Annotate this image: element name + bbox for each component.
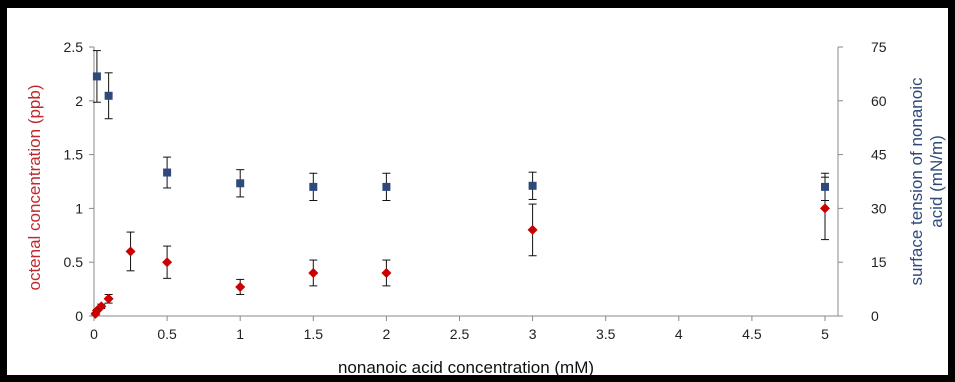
x-tick-label: 2: [383, 326, 391, 342]
series-surface-tension: [92, 50, 829, 202]
x-tick-label: 3.5: [596, 326, 616, 342]
y-right-tick-label: 30: [871, 200, 887, 216]
surface-tension-point: [382, 182, 391, 191]
y-right-ticks: 0 15 30 45 60 75: [838, 39, 887, 324]
x-tick-label: 1: [236, 326, 244, 342]
x-tick-label: 0.5: [157, 326, 177, 342]
octenal-point: [527, 224, 538, 235]
x-tick-label: 4.5: [742, 326, 762, 342]
octenal-point: [162, 257, 173, 268]
octenal-point: [820, 203, 830, 214]
surface-tension-point: [821, 182, 829, 191]
x-tick-label: 5: [821, 326, 829, 342]
octenal-point: [103, 293, 114, 304]
y-right-tick-label: 75: [871, 39, 887, 55]
x-tick-label: 0: [90, 326, 98, 342]
y-right-tick-label: 15: [871, 254, 887, 270]
x-tick-label: 4: [675, 326, 683, 342]
octenal-point: [308, 267, 319, 278]
y-left-axis-label: octenal concentration (ppb): [25, 84, 44, 290]
y-left-tick-label: 0.5: [64, 254, 84, 270]
y-right-tick-label: 45: [871, 147, 887, 163]
surface-tension-point: [309, 182, 318, 191]
octenal-point: [96, 301, 107, 312]
octenal-point: [125, 246, 136, 257]
y-left-ticks: 0 0.5 1 1.5 2 2.5: [64, 39, 94, 324]
x-tick-label: 1.5: [304, 326, 324, 342]
y-right-tick-label: 60: [871, 93, 887, 109]
surface-tension-point: [104, 91, 113, 100]
axes: [93, 47, 839, 317]
y-right-tick-label: 0: [871, 308, 879, 324]
y-left-tick-label: 0: [75, 308, 83, 324]
y-right-axis-label-line2: acid (mN/m): [927, 135, 946, 228]
y-left-tick-label: 1.5: [64, 147, 84, 163]
y-right-axis-label-line1: surface tension of nonanoic: [907, 77, 926, 285]
x-axis-label: nonanoic acid concentration (mM): [338, 358, 594, 377]
surface-tension-point: [163, 168, 172, 177]
y-left-tick-label: 2: [75, 93, 83, 109]
surface-tension-point: [528, 181, 537, 190]
octenal-point: [235, 281, 246, 292]
octenal-point: [381, 267, 392, 278]
x-tick-label: 3: [529, 326, 537, 342]
surface-tension-point: [92, 72, 101, 81]
x-ticks: 0 0.5 1 1.5 2 2.5 3 3.5 4 4.5 5: [90, 316, 829, 342]
y-left-tick-label: 2.5: [64, 39, 84, 55]
y-left-tick-label: 1: [75, 200, 83, 216]
series-octenal: [90, 176, 830, 319]
surface-tension-point: [236, 179, 245, 188]
x-tick-label: 2.5: [450, 326, 470, 342]
